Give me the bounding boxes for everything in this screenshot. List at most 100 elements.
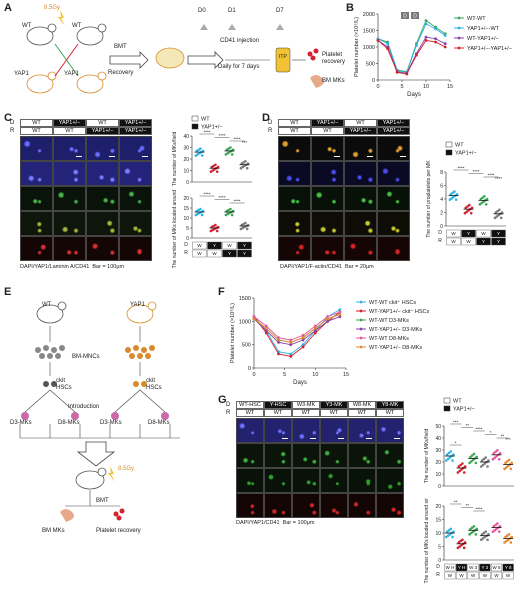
data-point [450,197,453,200]
micrograph-tile [53,161,86,186]
data-point [461,462,464,465]
e-yap-label: YAP1 [130,302,145,308]
e-hscs1-label: HSCs [56,385,72,391]
header-d-cell: Y3-MK [320,401,348,409]
data-point [466,205,469,208]
e-wt-label: WT [42,302,52,308]
sig-label: **** [495,176,502,181]
legend-marker [457,16,461,20]
micrograph-tile [264,443,292,468]
data-point [313,324,317,328]
data-point [495,455,498,458]
micrograph-tile [344,236,377,261]
data-point [469,211,473,215]
data-point [245,227,249,231]
micrograph-tile [236,443,264,468]
data-point [506,538,510,542]
legend-label: WT-WT D3-MKs [369,318,409,324]
header-d-cell: Y-HSC [264,401,292,409]
y-tick-label: 4 [440,197,443,203]
xtable-label: Y H [458,565,465,570]
y-tick-label: 2000 [363,12,375,18]
data-point [386,42,389,46]
y-tick-label: 20 [435,460,441,466]
data-point [505,466,508,469]
data-point [451,459,454,462]
data-point [472,524,476,528]
xtable-label: Y [243,243,246,248]
xtable-row-label: D [438,230,442,236]
data-point [510,461,514,465]
data-point [494,450,497,454]
legend-marker [457,46,461,50]
micrograph-tile [320,443,348,468]
data-point [395,71,399,74]
sig-label: **** [203,130,210,135]
y-tick-label: 500 [242,343,251,349]
data-point [338,308,342,312]
data-point [482,531,486,535]
xtable-cell [444,563,456,572]
xtable-cell [446,229,461,238]
data-point [289,338,293,342]
y-tick-label: 500 [366,62,375,68]
data-point [214,223,217,227]
legend-marker [457,36,461,40]
data-point [246,162,250,165]
y-tick-label: 1500 [363,29,375,35]
micrograph-tile [53,136,86,161]
data-point [459,539,462,543]
x-tick-label: 10 [423,84,429,90]
scale-bar [76,156,82,157]
data-point [505,539,508,543]
data-point [444,459,448,462]
series-line [253,316,341,346]
y-tick-label: 6 [440,184,443,190]
sig-label: *** [242,140,248,145]
g-r-row-label: R [226,410,231,416]
day-marker-box [401,12,409,19]
data-point [472,452,476,456]
xtable-cell [491,237,506,246]
data-point [244,221,247,225]
header-r-cell: WT [320,409,348,417]
xtable-cell [207,249,222,258]
dose-label: 8.5Gy [44,5,61,11]
data-point [313,326,317,330]
data-point [492,452,496,455]
e-dose-label: 8.5Gy [118,466,135,472]
xtable-label: W [471,573,476,578]
sig-label: **** [203,192,210,197]
data-point [445,530,449,533]
micrograph-tile [264,468,292,493]
data-point [474,461,478,465]
header-r-cell: YAP1+/− [344,127,377,135]
recovery-label: Recovery [108,70,134,76]
scale-bar [366,438,372,439]
data-point [434,40,437,44]
data-point [507,533,511,536]
micrograph-tile [377,211,410,236]
micrograph-tile [311,186,344,211]
data-point [478,203,482,206]
header-d-cell: WT [344,119,377,127]
micrograph-tile [311,236,344,261]
micrograph-tile [377,136,410,161]
sig-label: * [490,430,492,435]
data-point [449,450,453,453]
data-point [277,340,280,344]
micrograph-tile [377,236,410,261]
data-point [505,534,509,537]
y-axis-label: Platelet number (×10⁹/L) [229,303,236,363]
x-tick-label: 15 [343,372,349,378]
data-point [424,22,428,26]
header-r-cell: WT [348,409,376,417]
legend-label: YAP1+/−-YAP1+/− [467,46,512,52]
y-tick-label: 40 [435,436,441,442]
xtable-label: W [451,239,456,244]
xtable-cell [467,571,479,580]
micrograph-tile [86,186,119,211]
data-point [289,352,293,356]
data-point [475,527,479,531]
y-tick-label: 30 [183,146,189,152]
